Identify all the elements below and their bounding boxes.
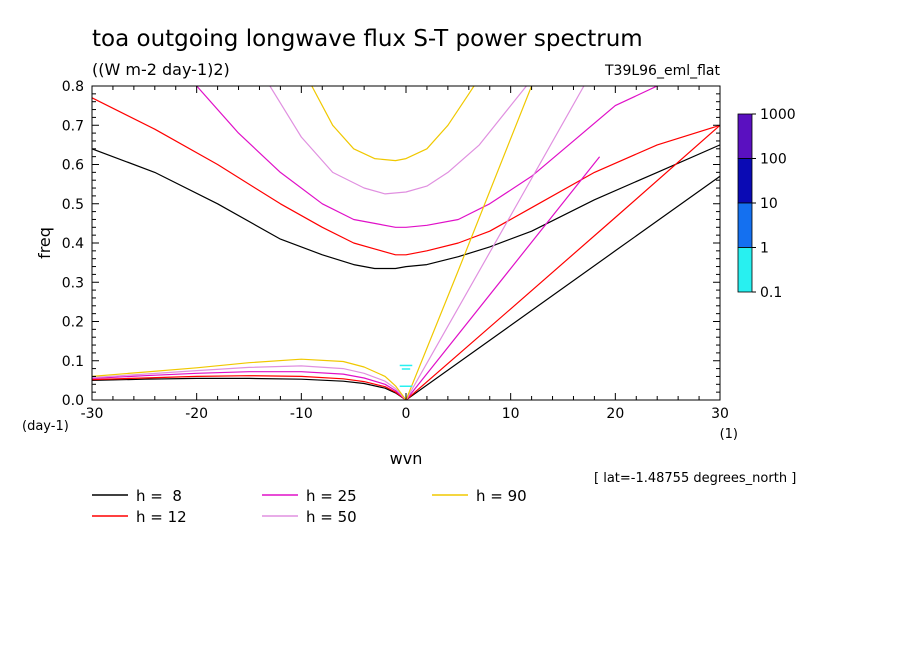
- y-tick-label: 0.6: [62, 158, 84, 174]
- series-4-curve-0: [311, 86, 475, 162]
- chart-subtitle: ((W m-2 day-1)2): [92, 60, 230, 79]
- legend-label: h = 90: [476, 487, 527, 505]
- series-2-curve-1: [92, 371, 407, 400]
- y-axis-label: freq: [35, 227, 54, 259]
- series-1-curve-0: [92, 97, 720, 256]
- x-tick-label: 30: [711, 406, 729, 422]
- legend-label: h = 50: [306, 508, 357, 526]
- x-tick-label: -10: [290, 406, 313, 422]
- x-tick-label: -20: [185, 406, 208, 422]
- x-unit-label: (1): [720, 427, 738, 442]
- series-3-curve-1: [92, 365, 407, 400]
- x-tick-label: 0: [402, 406, 411, 422]
- y-tick-label: 0.4: [62, 236, 84, 252]
- colorbar-swatch: [737, 202, 753, 248]
- colorbar-label: 1: [760, 241, 769, 257]
- y-tick-label: 0.1: [62, 354, 84, 370]
- x-tick-label: -30: [81, 406, 104, 422]
- chart-title: toa outgoing longwave flux S-T power spe…: [92, 26, 643, 52]
- colorbar-label: 1000: [760, 107, 796, 123]
- colorbar: 1000 100 10 1 0.1: [737, 107, 796, 301]
- latitude-note: [ lat=-1.48755 degrees_north ]: [594, 471, 796, 486]
- series-0-curve-1: [92, 377, 407, 400]
- series-1-curve-1: [92, 375, 407, 400]
- series-1-curve-2: [405, 124, 720, 400]
- x-tick-label: 20: [606, 406, 624, 422]
- colorbar-label: 0.1: [760, 285, 782, 301]
- x-tick-label: 10: [502, 406, 520, 422]
- series-2-curve-0: [196, 86, 658, 228]
- y-tick-label: 0.2: [62, 315, 84, 331]
- series-3-curve-0: [269, 86, 527, 195]
- colorbar-swatch: [737, 113, 753, 159]
- y-tick-label: 0.5: [62, 197, 84, 213]
- x-axis-label: wvn: [390, 449, 423, 468]
- y-tick-label: 0.3: [62, 275, 84, 291]
- colorbar-swatch: [737, 158, 753, 204]
- colorbar-label: 10: [760, 196, 778, 212]
- colorbar-swatch: [737, 247, 753, 293]
- legend: h = 8 h = 12 h = 25 h = 50 h = 90: [92, 487, 527, 526]
- legend-label: h = 25: [306, 487, 357, 505]
- y-tick-label: 0.7: [62, 118, 84, 134]
- y-unit-label: (day-1): [22, 419, 69, 434]
- series-4-curve-1: [92, 358, 407, 400]
- plot-frame: [91, 85, 721, 401]
- series-2-curve-2: [405, 156, 601, 400]
- legend-label: h = 8: [136, 487, 182, 505]
- experiment-label: T39L96_eml_flat: [604, 63, 721, 79]
- legend-label: h = 12: [136, 508, 187, 526]
- series-0-curve-0: [92, 144, 720, 270]
- y-tick-label: 0.0: [62, 393, 84, 409]
- series-4-curve-2: [405, 86, 533, 400]
- series-0-curve-2: [405, 175, 720, 400]
- series-3-curve-2: [405, 86, 585, 400]
- plot-area: -30 -20 -10 0 10 20 30 0.0 0.1 0.2 0.3 0.4 0.5 0.6 0.7…: [62, 79, 729, 422]
- colorbar-label: 100: [760, 152, 787, 168]
- curves: [92, 86, 720, 400]
- y-tick-label: 0.8: [62, 79, 84, 95]
